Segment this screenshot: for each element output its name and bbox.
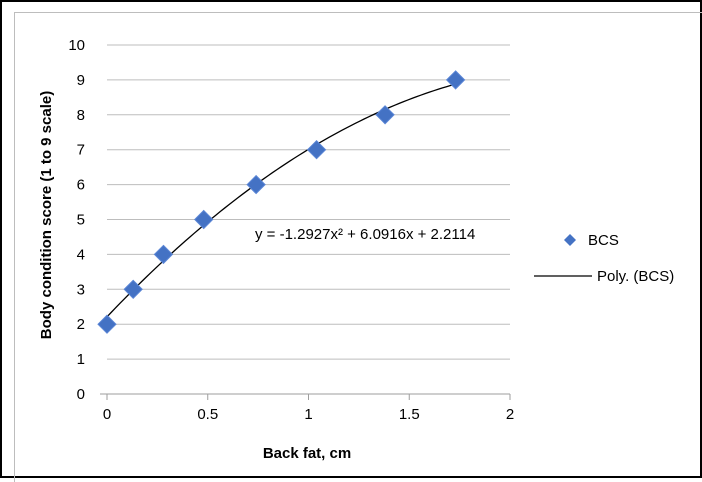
- data-point: [246, 174, 266, 195]
- x-tick-label: 0: [103, 406, 111, 423]
- y-tick-labels: 0 1 2 3 4 5 6 7 8 9 10: [68, 37, 85, 403]
- x-axis-title: Back fat, cm: [263, 445, 351, 462]
- x-axis: [100, 393, 511, 400]
- data-point: [153, 244, 174, 265]
- legend: BCS Poly. (BCS): [534, 232, 674, 285]
- y-tick-label: 3: [77, 281, 85, 298]
- y-tick-label: 6: [77, 177, 85, 194]
- trendline-group: [106, 83, 456, 318]
- data-point: [306, 139, 327, 160]
- trendline-curve: [106, 83, 456, 318]
- legend-label-bcs: BCS: [588, 232, 619, 249]
- x-tick-label: 1.5: [399, 406, 420, 423]
- y-tick-label: 2: [77, 316, 85, 333]
- legend-label-poly: Poly. (BCS): [597, 268, 674, 285]
- x-tick-label: 1: [304, 406, 312, 423]
- y-tick-label: 7: [77, 142, 85, 159]
- data-point: [375, 105, 395, 125]
- data-point: [97, 314, 117, 334]
- y-tick-label: 0: [77, 386, 85, 403]
- legend-marker-bcs: [564, 234, 576, 246]
- x-tick-label: 0.5: [197, 406, 218, 423]
- data-point: [445, 70, 466, 90]
- plot-area-border: [14, 12, 702, 482]
- x-tick-labels: 0 0.5 1 1.5 2: [103, 406, 514, 423]
- y-tick-label: 10: [68, 37, 85, 54]
- x-tick-label: 2: [506, 406, 514, 423]
- data-point: [123, 279, 143, 300]
- y-tick-label: 8: [77, 107, 85, 124]
- data-point: [194, 209, 214, 230]
- y-tick-label: 1: [77, 351, 85, 368]
- gridlines: [107, 44, 510, 360]
- data-points: [97, 70, 466, 334]
- y-tick-label: 5: [77, 212, 85, 229]
- trendline-equation: y = -1.2927x² + 6.0916x + 2.2114: [255, 226, 475, 243]
- y-tick-label: 9: [77, 72, 85, 89]
- y-tick-label: 4: [77, 246, 85, 263]
- y-axis-title: Body condition score (1 to 9 scale): [38, 91, 55, 339]
